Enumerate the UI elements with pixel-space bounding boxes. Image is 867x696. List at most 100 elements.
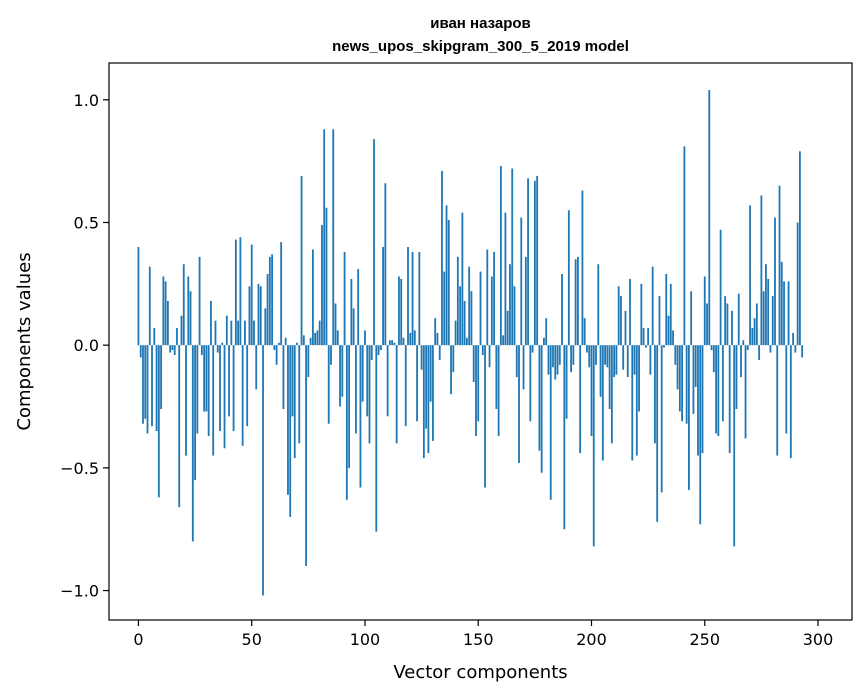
bar-42 (232, 345, 235, 432)
bar-62 (277, 342, 280, 346)
bar-259 (724, 296, 727, 346)
bar-26 (196, 345, 199, 434)
bar-267 (742, 340, 745, 346)
bar-8 (155, 345, 158, 432)
bar-187 (561, 274, 563, 346)
bar-128 (427, 345, 430, 454)
bar-229 (656, 345, 659, 522)
bar-199 (588, 345, 591, 368)
bar-208 (608, 345, 611, 409)
bar-168 (518, 345, 520, 463)
bar-231 (660, 345, 663, 493)
bar-253 (710, 345, 713, 351)
bar-110 (386, 345, 389, 417)
bar-127 (425, 345, 428, 429)
bar-162 (504, 212, 507, 346)
bar-246 (694, 345, 697, 387)
bar-29 (203, 345, 206, 412)
bar-263 (733, 345, 736, 547)
y-tick-label: 1.0 (74, 91, 99, 110)
bar-93 (348, 345, 351, 468)
bar-285 (783, 281, 785, 346)
bar-series (137, 89, 804, 596)
bar-28 (200, 345, 203, 355)
x-tick-label: 100 (350, 630, 381, 649)
bar-233 (665, 274, 668, 346)
x-tick-label: 250 (689, 630, 720, 649)
bar-239 (678, 345, 681, 412)
bar-255 (715, 345, 717, 434)
x-tick-label: 200 (576, 630, 607, 649)
bar-213 (620, 296, 622, 346)
bar-232 (663, 345, 665, 348)
bar-176 (536, 175, 539, 346)
bar-76 (309, 337, 312, 346)
bar-279 (769, 345, 772, 353)
bar-46 (241, 345, 244, 446)
bar-203 (597, 264, 600, 346)
bar-0 (137, 247, 140, 346)
bar-67 (289, 345, 292, 517)
bar-77 (311, 249, 314, 346)
bar-92 (345, 345, 348, 500)
bar-224 (644, 345, 647, 348)
bar-140 (454, 320, 457, 346)
bar-212 (617, 286, 620, 346)
bar-182 (549, 345, 552, 500)
bar-225 (647, 328, 650, 346)
bar-158 (495, 345, 498, 409)
bar-242 (685, 345, 688, 424)
bar-122 (413, 330, 416, 346)
bar-290 (794, 345, 797, 353)
bar-248 (699, 345, 702, 525)
bar-264 (735, 345, 738, 409)
bar-113 (393, 342, 396, 346)
bar-157 (493, 251, 495, 346)
bar-172 (527, 178, 529, 346)
bar-179 (543, 337, 545, 346)
bar-266 (740, 345, 742, 378)
y-tick-label: 0.5 (74, 213, 99, 232)
bar-48 (246, 345, 249, 427)
bar-220 (635, 345, 638, 456)
bar-60 (273, 345, 276, 351)
bar-104 (373, 139, 375, 346)
bar-144 (463, 301, 466, 346)
bar-238 (676, 345, 679, 390)
bar-10 (160, 345, 162, 409)
bar-250 (703, 276, 706, 346)
bar-185 (556, 345, 559, 375)
bar-163 (506, 310, 509, 346)
x-tick-label: 150 (463, 630, 494, 649)
bar-150 (477, 345, 480, 422)
bar-268 (744, 345, 747, 439)
bar-164 (509, 264, 511, 346)
bar-282 (776, 345, 779, 456)
bar-136 (445, 205, 448, 346)
bar-292 (798, 151, 801, 346)
y-tick-label: −0.5 (60, 459, 99, 478)
bar-222 (640, 283, 643, 346)
bar-206 (604, 345, 606, 365)
bar-275 (760, 195, 763, 346)
bar-200 (590, 345, 593, 436)
chart-title: иван назаров (430, 15, 531, 32)
bar-7 (153, 328, 156, 346)
bar-189 (565, 345, 568, 419)
bar-59 (271, 254, 273, 346)
bar-43 (234, 239, 237, 346)
bar-270 (749, 205, 751, 346)
bar-161 (502, 335, 505, 346)
bar-278 (767, 278, 770, 346)
bar-254 (712, 345, 715, 373)
bar-194 (577, 256, 579, 346)
bar-41 (230, 320, 233, 346)
bar-135 (443, 271, 446, 346)
x-tick-label: 0 (133, 630, 143, 649)
bar-101 (366, 345, 369, 417)
bar-210 (613, 345, 616, 378)
bar-5 (148, 266, 151, 346)
bar-129 (429, 345, 432, 402)
bar-192 (572, 345, 575, 365)
bar-13 (166, 301, 169, 346)
